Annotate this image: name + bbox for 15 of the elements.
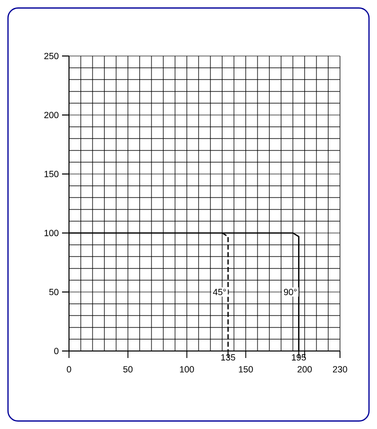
- x-tick-label: 0: [66, 366, 72, 372]
- y-tick-label: 250: [44, 52, 58, 60]
- y-tick-label: 100: [44, 230, 58, 236]
- x-tick-label: 150: [238, 366, 253, 372]
- series-label: 45°: [213, 288, 226, 296]
- x-tick-label: 50: [123, 366, 133, 372]
- x-tick-label: 100: [180, 366, 194, 372]
- y-tick-label: 50: [49, 288, 58, 296]
- x-tick-label: 230: [332, 366, 348, 372]
- annotation: 135: [221, 354, 236, 361]
- series-label: 90°: [284, 288, 297, 296]
- y-tick-label: 200: [44, 112, 58, 118]
- y-tick-label: 150: [44, 170, 58, 178]
- x-tick-label: 200: [298, 366, 312, 372]
- y-tick-label: 0: [54, 348, 58, 354]
